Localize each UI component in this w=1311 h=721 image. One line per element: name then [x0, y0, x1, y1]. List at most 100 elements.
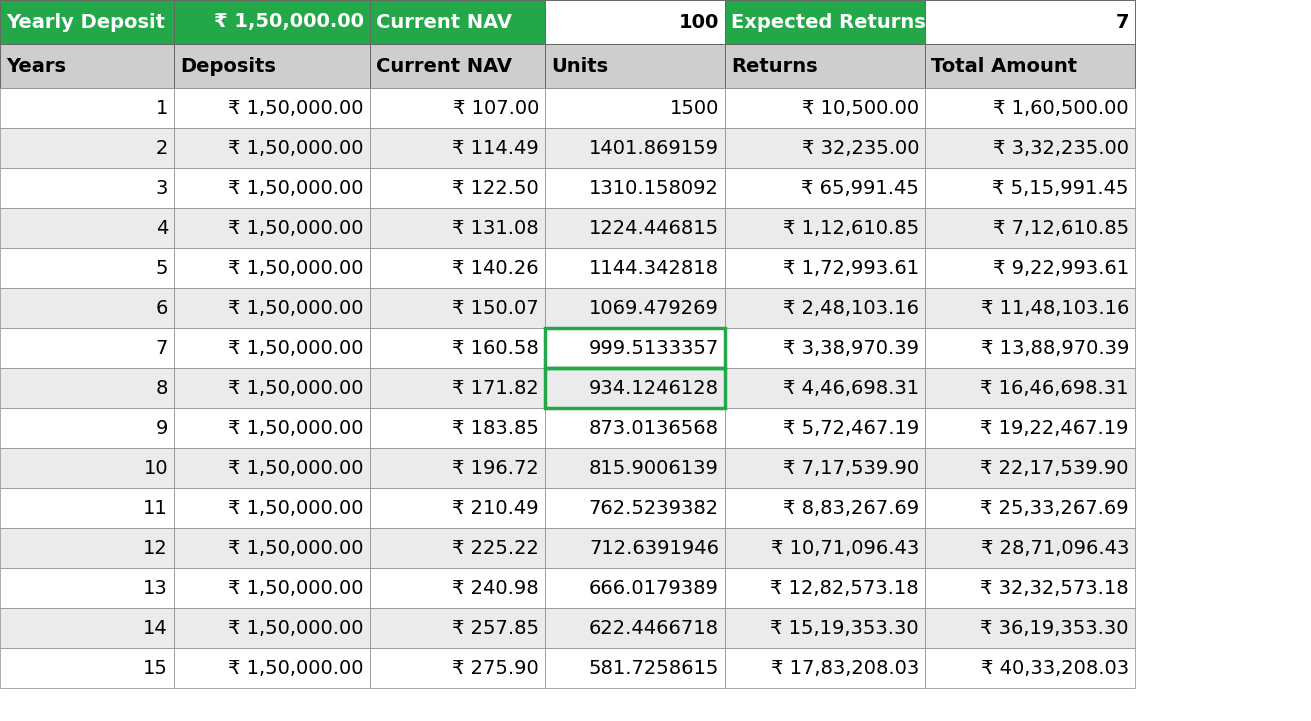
Text: ₹ 32,235.00: ₹ 32,235.00: [801, 138, 919, 157]
Text: ₹ 1,60,500.00: ₹ 1,60,500.00: [994, 99, 1129, 118]
Bar: [545, 168, 725, 208]
Bar: [370, 44, 545, 88]
Text: 100: 100: [679, 12, 718, 32]
Bar: [725, 608, 926, 648]
Text: ₹ 1,50,000.00: ₹ 1,50,000.00: [228, 338, 364, 358]
Bar: [545, 88, 725, 128]
Bar: [0, 248, 174, 288]
Bar: [370, 568, 545, 608]
Bar: [370, 0, 545, 44]
Text: ₹ 1,50,000.00: ₹ 1,50,000.00: [228, 179, 364, 198]
Bar: [725, 248, 926, 288]
Bar: [174, 208, 370, 248]
Text: Yearly Deposit: Yearly Deposit: [7, 12, 165, 32]
Text: 2: 2: [156, 138, 168, 157]
Bar: [926, 368, 1135, 408]
Bar: [545, 528, 725, 568]
Bar: [370, 288, 545, 328]
Bar: [725, 208, 926, 248]
Bar: [370, 248, 545, 288]
Text: 8: 8: [156, 379, 168, 397]
Bar: [0, 44, 174, 88]
Bar: [545, 408, 725, 448]
Text: ₹ 196.72: ₹ 196.72: [452, 459, 539, 477]
Bar: [926, 44, 1135, 88]
Bar: [545, 488, 725, 528]
Text: 6: 6: [156, 298, 168, 317]
Text: Deposits: Deposits: [180, 56, 275, 76]
Bar: [926, 248, 1135, 288]
Bar: [0, 528, 174, 568]
Text: 873.0136568: 873.0136568: [589, 418, 718, 438]
Bar: [0, 328, 174, 368]
Text: 11: 11: [143, 498, 168, 518]
Text: Current NAV: Current NAV: [376, 56, 513, 76]
Text: ₹ 11,48,103.16: ₹ 11,48,103.16: [981, 298, 1129, 317]
Bar: [926, 648, 1135, 688]
Bar: [725, 448, 926, 488]
Text: ₹ 1,50,000.00: ₹ 1,50,000.00: [228, 539, 364, 557]
Text: ₹ 171.82: ₹ 171.82: [452, 379, 539, 397]
Bar: [0, 168, 174, 208]
Text: ₹ 107.00: ₹ 107.00: [452, 99, 539, 118]
Bar: [0, 448, 174, 488]
Text: 1144.342818: 1144.342818: [589, 259, 718, 278]
Bar: [926, 328, 1135, 368]
Text: ₹ 1,50,000.00: ₹ 1,50,000.00: [228, 99, 364, 118]
Text: ₹ 160.58: ₹ 160.58: [452, 338, 539, 358]
Text: ₹ 1,50,000.00: ₹ 1,50,000.00: [228, 218, 364, 237]
Bar: [370, 168, 545, 208]
Bar: [174, 528, 370, 568]
Text: 1401.869159: 1401.869159: [589, 138, 718, 157]
Bar: [174, 408, 370, 448]
Text: Units: Units: [551, 56, 608, 76]
Bar: [545, 44, 725, 88]
Bar: [370, 608, 545, 648]
Bar: [0, 128, 174, 168]
Text: 5: 5: [156, 259, 168, 278]
Bar: [926, 128, 1135, 168]
Bar: [0, 648, 174, 688]
Text: ₹ 1,50,000.00: ₹ 1,50,000.00: [228, 418, 364, 438]
Bar: [174, 168, 370, 208]
Bar: [174, 648, 370, 688]
Bar: [926, 608, 1135, 648]
Bar: [0, 608, 174, 648]
Text: ₹ 1,50,000.00: ₹ 1,50,000.00: [228, 298, 364, 317]
Text: 1310.158092: 1310.158092: [589, 179, 718, 198]
Bar: [174, 88, 370, 128]
Text: 934.1246128: 934.1246128: [589, 379, 718, 397]
Bar: [725, 648, 926, 688]
Bar: [174, 488, 370, 528]
Bar: [926, 208, 1135, 248]
Bar: [926, 288, 1135, 328]
Bar: [370, 648, 545, 688]
Text: ₹ 22,17,539.90: ₹ 22,17,539.90: [981, 459, 1129, 477]
Text: ₹ 10,71,096.43: ₹ 10,71,096.43: [771, 539, 919, 557]
Text: ₹ 275.90: ₹ 275.90: [452, 658, 539, 678]
Text: 999.5133357: 999.5133357: [589, 338, 718, 358]
Bar: [174, 44, 370, 88]
Text: 1224.446815: 1224.446815: [589, 218, 718, 237]
Bar: [545, 248, 725, 288]
Bar: [926, 568, 1135, 608]
Bar: [174, 568, 370, 608]
Bar: [545, 368, 725, 408]
Text: 712.6391946: 712.6391946: [589, 539, 718, 557]
Text: 815.9006139: 815.9006139: [589, 459, 718, 477]
Bar: [174, 368, 370, 408]
Text: Total Amount: Total Amount: [931, 56, 1078, 76]
Text: ₹ 210.49: ₹ 210.49: [452, 498, 539, 518]
Text: ₹ 3,38,970.39: ₹ 3,38,970.39: [783, 338, 919, 358]
Bar: [370, 408, 545, 448]
Text: ₹ 4,46,698.31: ₹ 4,46,698.31: [783, 379, 919, 397]
Bar: [725, 288, 926, 328]
Bar: [926, 408, 1135, 448]
Bar: [0, 288, 174, 328]
Bar: [370, 328, 545, 368]
Text: ₹ 9,22,993.61: ₹ 9,22,993.61: [992, 259, 1129, 278]
Bar: [545, 328, 725, 368]
Bar: [545, 328, 725, 368]
Text: ₹ 1,50,000.00: ₹ 1,50,000.00: [228, 459, 364, 477]
Text: ₹ 36,19,353.30: ₹ 36,19,353.30: [981, 619, 1129, 637]
